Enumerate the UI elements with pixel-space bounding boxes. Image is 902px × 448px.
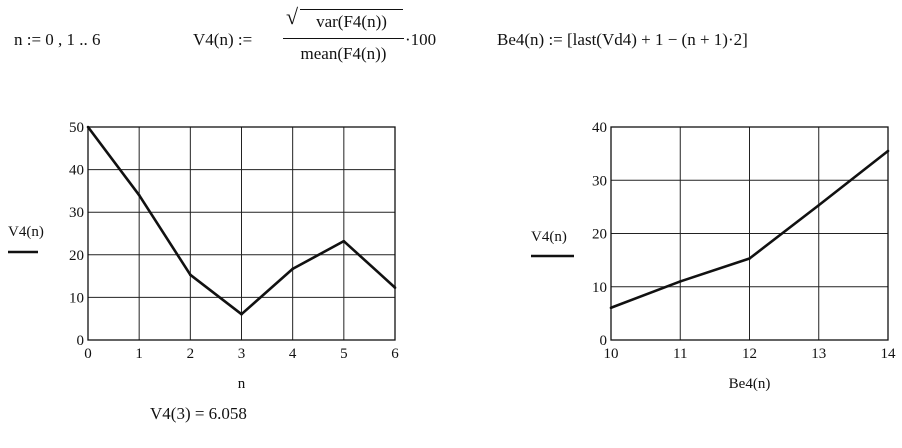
x-tick-label: 10 (604, 346, 619, 362)
y-tick-label: 10 (592, 280, 607, 296)
data-point (240, 312, 243, 316)
x-tick-label: 5 (340, 346, 348, 362)
sqrt-overbar (300, 9, 403, 11)
be4-definition[interactable]: Be4(n) := [last(Vd4) + 1 − (n + 1)·2] (497, 30, 748, 49)
data-point (342, 239, 346, 243)
v4-definition-lhs[interactable]: V4(n) := (193, 30, 253, 49)
v4-evaluation-result[interactable]: V4(3) = 6.058 (150, 404, 247, 423)
y-tick-label: 20 (592, 227, 607, 243)
y-tick-label: 30 (592, 173, 607, 189)
n-range-definition[interactable]: n := 0 , 1 .. 6 (14, 30, 101, 49)
x-tick-label: 1 (135, 346, 143, 362)
y-axis-label: V4(n) (531, 229, 567, 245)
x-tick-label: 2 (187, 346, 195, 362)
y-tick-label: 0 (77, 333, 85, 349)
x-tick-label: 4 (289, 346, 297, 362)
y-tick-label: 40 (592, 120, 607, 136)
data-point (291, 267, 294, 271)
y-tick-label: 40 (69, 163, 84, 179)
data-point (189, 273, 192, 277)
data-point (609, 306, 613, 310)
x-tick-label: 6 (391, 346, 399, 362)
data-point (748, 257, 751, 260)
data-point (393, 286, 397, 289)
plot-frame (87, 126, 396, 341)
data-point (86, 125, 90, 129)
x-tick-label: 13 (811, 346, 826, 362)
x-axis-label: n (238, 376, 246, 392)
y-tick-label: 30 (69, 205, 84, 221)
sqrt-icon: √ (286, 4, 299, 29)
v4-fraction-bar (283, 38, 404, 40)
x-tick-label: 11 (673, 346, 687, 362)
v4-denominator: mean(F4(n)) (300, 44, 387, 63)
y-tick-label: 10 (69, 290, 84, 306)
y-tick-label: 50 (69, 120, 84, 136)
x-tick-label: 12 (742, 346, 757, 362)
plot-frame (610, 126, 889, 341)
x-tick-label: 14 (881, 346, 897, 362)
y-tick-label: 20 (69, 248, 84, 264)
x-tick-label: 3 (238, 346, 246, 362)
v4-numerator: var(F4(n)) (316, 12, 387, 31)
data-point (678, 280, 682, 283)
x-tick-label: 0 (84, 346, 92, 362)
data-point (817, 203, 821, 207)
y-tick-label: 0 (600, 333, 608, 349)
x-axis-label: Be4(n) (729, 376, 771, 392)
data-point (886, 149, 890, 153)
v4-factor: ·100 (405, 30, 437, 49)
y-axis-label: V4(n) (8, 224, 44, 240)
data-point (137, 193, 141, 197)
